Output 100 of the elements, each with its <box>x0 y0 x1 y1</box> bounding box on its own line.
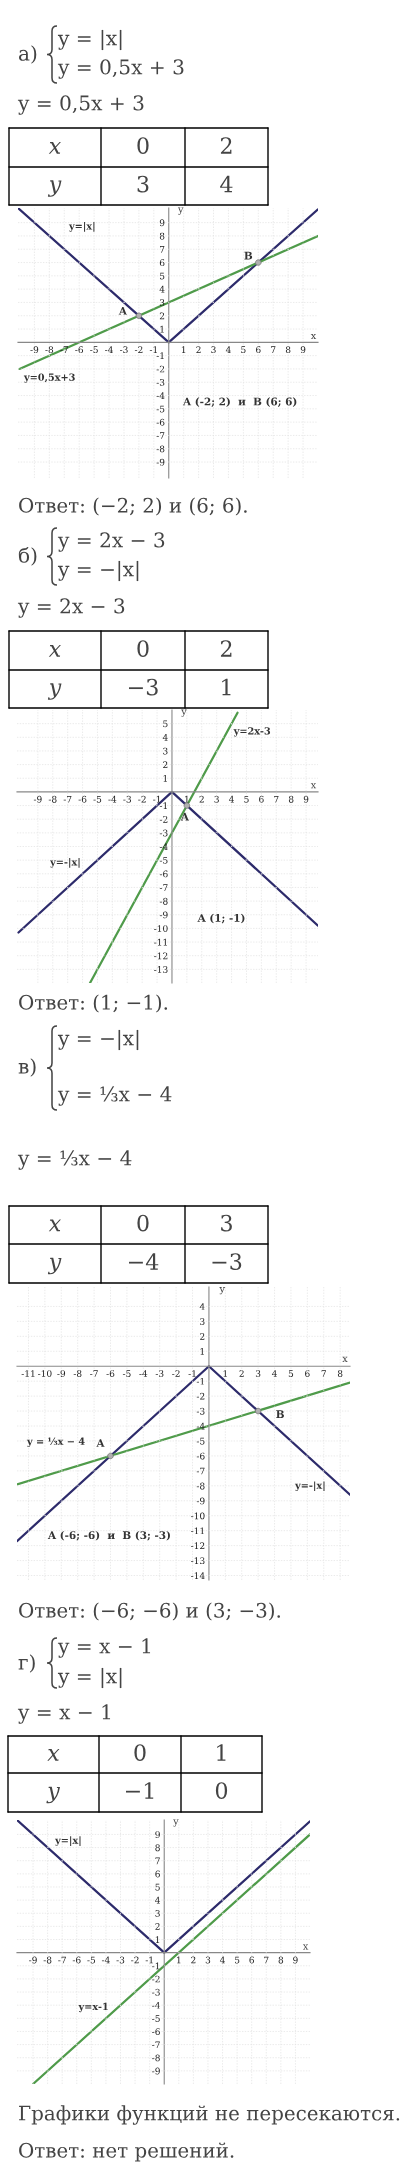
annotation: A (1; -1) <box>197 913 245 924</box>
y-tick-label: -1 <box>159 802 167 809</box>
y-tick-label: -4 <box>156 392 165 399</box>
x-tick-label: -4 <box>101 1956 110 1964</box>
y-tick-label: -1 <box>196 1377 204 1385</box>
y-tick-label: 5 <box>160 272 165 280</box>
x-tick-label: -9 <box>57 1370 66 1377</box>
text: 1 <box>222 678 231 696</box>
x-tick-label: 6 <box>249 1956 254 1964</box>
annotation: A (-2; 2) и B (6; 6) <box>182 397 297 407</box>
y-axis-title: y <box>177 207 184 215</box>
y-tick-label: -1 <box>152 1962 160 1970</box>
y-tick-label: 3 <box>163 747 168 755</box>
x-tick-label: -9 <box>29 1956 37 1964</box>
y-tick-label: -3 <box>152 1988 160 1996</box>
x-tick-label: -11 <box>21 1370 35 1377</box>
text: −3 <box>128 678 158 696</box>
text: Ответ: нет решений. <box>19 2142 234 2162</box>
x-tick-label: 5 <box>244 795 249 803</box>
series-label: y=x-1 <box>78 2002 108 2013</box>
x-tick-label: 5 <box>288 1370 294 1377</box>
y-tick-label: -9 <box>156 458 165 466</box>
text: −1 <box>125 1782 154 1799</box>
text: 2 <box>220 640 232 657</box>
y-tick-label: -6 <box>152 2028 160 2036</box>
x-tick-label: 7 <box>274 795 279 803</box>
x-tick-label: 8 <box>278 1956 284 1964</box>
y-tick-label: -8 <box>152 2054 160 2062</box>
x-tick-label: 4 <box>228 795 234 803</box>
x-tick-label: -7 <box>90 1370 98 1377</box>
y-tick-label: 4 <box>159 285 165 293</box>
y-tick-label: 9 <box>159 219 165 227</box>
y-tick-label: 4 <box>155 1896 161 1904</box>
x-tick-label: 2 <box>239 1370 244 1377</box>
y-tick-label: -1 <box>156 352 164 360</box>
y-tick-label: -5 <box>152 2015 160 2022</box>
text: −3 <box>212 1253 242 1270</box>
y-tick-label: -10 <box>154 925 168 932</box>
x-tick-label: -5 <box>90 346 98 354</box>
y-tick-label: 7 <box>160 246 165 253</box>
x-axis-title: x <box>302 1944 309 1950</box>
text: y = −|x| <box>57 560 139 582</box>
y-tick-label: -3 <box>156 378 165 386</box>
y-tick-label: 4 <box>199 1303 205 1310</box>
x-tick-label: -8 <box>45 346 54 354</box>
y-tick-label: 2 <box>200 1333 205 1340</box>
text: 0 <box>134 1744 146 1761</box>
y-tick-label: -14 <box>191 1572 205 1579</box>
series-label: y=0,5x+3 <box>23 373 75 383</box>
text: x <box>48 142 61 154</box>
y-tick-label: 7 <box>155 1857 160 1865</box>
x-tick-label: 1 <box>181 346 186 353</box>
text: x <box>48 645 61 657</box>
series-label: y=2x-3 <box>233 727 271 737</box>
text: Ответ: (1; −1). <box>19 994 168 1013</box>
x-tick-label: 1 <box>185 795 189 803</box>
x-tick-label: -5 <box>122 1370 131 1377</box>
text: в) <box>18 1058 36 1077</box>
text: Ответ: (−2; 2) и (6; 6). <box>19 497 247 516</box>
y-tick-label: -11 <box>154 938 167 946</box>
y-tick-label: -8 <box>196 1482 205 1490</box>
text: y = 2x − 3 <box>17 598 125 618</box>
y-tick-label: 1 <box>163 774 167 782</box>
x-tick-label: -7 <box>58 1956 66 1964</box>
x-tick-label: 7 <box>271 346 276 353</box>
text: y = x − 1 <box>17 1704 111 1724</box>
y-tick-label: 3 <box>200 1318 205 1325</box>
x-tick-label: 1 <box>223 1370 227 1377</box>
x-tick-label: -6 <box>72 1956 81 1964</box>
x-axis-title: x <box>310 783 317 789</box>
x-tick-label: -2 <box>138 795 146 803</box>
x-tick-label: 9 <box>303 795 309 803</box>
x-tick-label: 6 <box>259 795 264 803</box>
text: y = 2x − 3 <box>57 532 165 552</box>
y-tick-label: -9 <box>152 2067 160 2075</box>
text: 0 <box>137 640 149 657</box>
y-tick-label: -7 <box>152 2041 160 2049</box>
text: 0 <box>137 1214 149 1232</box>
x-tick-label: -5 <box>93 795 102 803</box>
y-tick-label: -6 <box>196 1452 205 1460</box>
text: 4 <box>220 175 233 193</box>
x-tick-label: 7 <box>321 1370 326 1377</box>
x-tick-label: -5 <box>87 1956 96 1964</box>
y-tick-label: 6 <box>155 1870 160 1878</box>
series-label: y=|x| <box>54 1836 81 1846</box>
y-tick-label: -2 <box>196 1392 205 1400</box>
y-tick-label: -9 <box>159 911 168 919</box>
x-tick-label: 9 <box>300 346 306 354</box>
text: y = ⅓x − 4 <box>17 1150 132 1170</box>
annotation: A <box>96 1439 105 1447</box>
text: x <box>47 1749 60 1761</box>
y-tick-label: -7 <box>156 432 165 439</box>
x-tick-label: -9 <box>33 795 42 803</box>
y-tick-label: 1 <box>155 1936 160 1943</box>
text: −4 <box>128 1253 159 1270</box>
x-tick-label: -6 <box>78 795 87 803</box>
text: г) <box>18 1654 35 1673</box>
text: y = 0,5x + 3 <box>17 95 144 115</box>
y-tick-label: -2 <box>152 1975 160 1983</box>
x-tick-label: 4 <box>225 346 231 353</box>
